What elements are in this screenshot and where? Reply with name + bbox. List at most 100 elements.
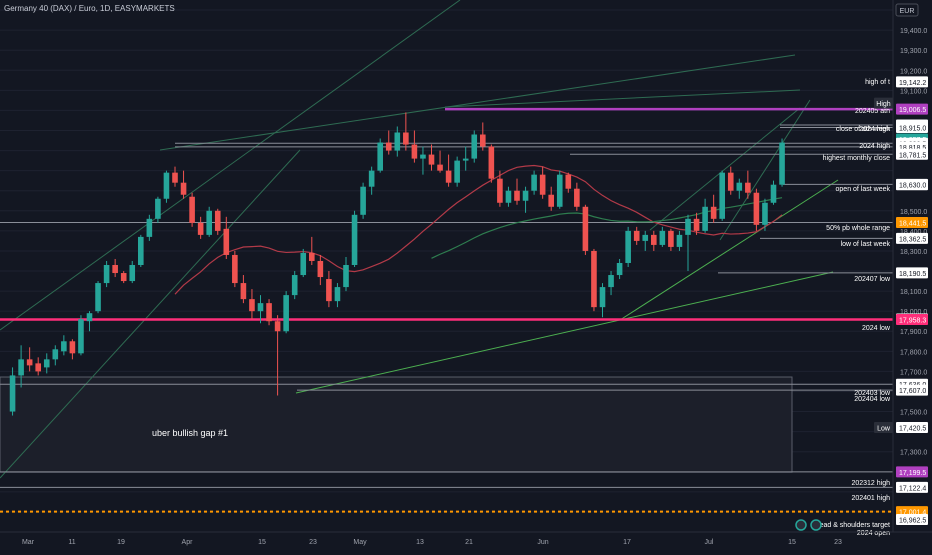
candle-body bbox=[300, 252, 307, 276]
currency-label: EUR bbox=[900, 8, 915, 15]
candle-body bbox=[437, 164, 443, 171]
level-label: 202405 ath bbox=[855, 108, 890, 115]
level-label: head & shoulders target bbox=[816, 522, 890, 529]
time-tick: 23 bbox=[309, 539, 317, 546]
candle-body bbox=[274, 321, 281, 332]
level-label: 202312 high bbox=[851, 480, 890, 487]
candle-body bbox=[120, 273, 127, 282]
candle-body bbox=[779, 142, 785, 185]
candle-body bbox=[574, 188, 580, 207]
price-tick: 18,300.0 bbox=[900, 249, 927, 256]
candle-body bbox=[197, 222, 204, 235]
candle-body bbox=[599, 287, 606, 308]
trendlines bbox=[0, 0, 839, 479]
gap-label: uber bullish gap #1 bbox=[152, 428, 228, 438]
candle-body bbox=[633, 230, 640, 241]
time-tick: May bbox=[353, 539, 367, 546]
price-tick: 17,500.0 bbox=[900, 410, 927, 417]
candle-body bbox=[411, 144, 418, 159]
candle-body bbox=[556, 174, 563, 207]
price-tick: 19,100.0 bbox=[900, 88, 927, 95]
candle-body bbox=[497, 178, 503, 203]
candles bbox=[9, 112, 785, 416]
price-tag bbox=[896, 76, 928, 88]
price-tick: 19,400.0 bbox=[900, 28, 927, 35]
candle-body bbox=[719, 172, 725, 219]
candle-body bbox=[326, 279, 332, 302]
price-tick: 18,100.0 bbox=[900, 289, 927, 296]
trend-line bbox=[619, 179, 839, 321]
price-tag-text: 17,199.5 bbox=[899, 470, 926, 477]
candle-body bbox=[163, 172, 170, 199]
alert-icon bbox=[810, 519, 822, 531]
price-tag bbox=[896, 217, 928, 229]
price-tick: 17,900.0 bbox=[900, 329, 927, 336]
time-tick: 11 bbox=[68, 539, 75, 546]
level-label: 2024 open bbox=[857, 530, 890, 537]
ma-20-line bbox=[174, 164, 783, 295]
candle-body bbox=[377, 142, 383, 171]
candle-body bbox=[625, 230, 631, 263]
candle-body bbox=[428, 154, 435, 165]
candle-body bbox=[18, 359, 24, 376]
candle-body bbox=[103, 264, 110, 284]
hl-badge bbox=[874, 422, 893, 434]
candle-body bbox=[539, 174, 546, 195]
candle-body bbox=[291, 275, 298, 296]
candle-body bbox=[668, 230, 674, 247]
candle-body bbox=[172, 172, 178, 183]
candle-body bbox=[591, 250, 597, 308]
candle-body bbox=[727, 172, 734, 191]
price-tag bbox=[896, 121, 928, 133]
candle-body bbox=[180, 182, 187, 195]
candle-body bbox=[488, 146, 495, 179]
time-tick: 17 bbox=[623, 539, 631, 546]
price-tag-text: 18,781.5 bbox=[899, 152, 926, 159]
hl-badge-text: High bbox=[876, 101, 891, 108]
price-tag-text: 19,142.2 bbox=[899, 80, 926, 87]
price-tag-text: 18,441.5 bbox=[899, 221, 926, 228]
price-tag-text: 16,962.5 bbox=[899, 517, 926, 524]
price-tag-text: 17,001.4 bbox=[899, 510, 926, 517]
candle-body bbox=[69, 341, 76, 354]
candle-body bbox=[257, 303, 264, 312]
time-tick: 15 bbox=[258, 539, 266, 546]
candle-body bbox=[642, 234, 649, 241]
candle-body bbox=[52, 349, 59, 360]
trend-line bbox=[719, 99, 811, 241]
candle-body bbox=[548, 194, 554, 207]
alert-icon bbox=[795, 519, 807, 531]
candle-body bbox=[394, 132, 401, 151]
candle-body bbox=[112, 264, 118, 274]
candle-body bbox=[420, 154, 426, 159]
candle-body bbox=[462, 158, 469, 161]
time-axis: Mar 11 19 Apr 15 23 May 13 21 Jun 17 Jul 15 23 bbox=[0, 531, 932, 546]
price-tick: 19,300.0 bbox=[900, 48, 927, 55]
candle-body bbox=[95, 283, 101, 312]
level-label: open of last week bbox=[836, 186, 891, 193]
price-tag-text: 18,362.5 bbox=[899, 236, 926, 243]
time-tick: 21 bbox=[465, 539, 473, 546]
time-tick: Jul bbox=[705, 539, 714, 546]
price-tag-text: 18,818.5 bbox=[899, 145, 926, 152]
level-label: 202407 low bbox=[854, 276, 891, 283]
level-label: 2024 high bbox=[859, 143, 890, 150]
candle-body bbox=[770, 184, 777, 203]
candle-body bbox=[659, 230, 666, 245]
price-tag-text: 17,420.5 bbox=[899, 426, 926, 433]
level-label: 202401 high bbox=[851, 495, 890, 502]
candle-body bbox=[403, 132, 409, 145]
price-tag-text: 18,630.0 bbox=[899, 183, 926, 190]
candle-body bbox=[685, 218, 691, 235]
hl-badge bbox=[874, 97, 893, 109]
price-tag bbox=[896, 466, 928, 478]
candle-body bbox=[616, 262, 623, 276]
level-label: low of last week bbox=[841, 241, 891, 248]
candle-body bbox=[334, 287, 341, 302]
zones bbox=[0, 376, 793, 473]
level-label: 2024 high bbox=[859, 126, 890, 133]
level-label: 202404 low bbox=[854, 396, 891, 403]
candle-body bbox=[582, 206, 589, 251]
